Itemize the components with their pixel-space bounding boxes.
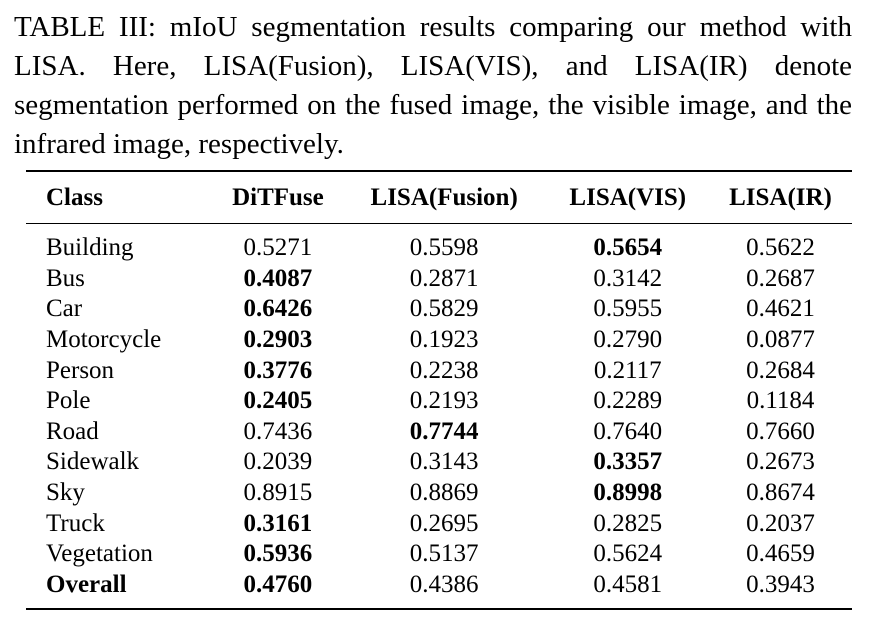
cell-lisa-ir: 0.7660 [746, 417, 815, 445]
cell-lisa-vis: 0.2117 [593, 356, 662, 384]
header-class: Class [46, 183, 103, 211]
cell-lisa-ir: 0.1184 [746, 387, 815, 415]
cell-lisa-fusion: 0.2871 [409, 264, 479, 292]
cell-lisa-vis: 0.4581 [593, 570, 663, 598]
cell-ditfuse: 0.3776 [243, 356, 313, 384]
cell-lisa-fusion: 0.2193 [409, 387, 479, 415]
cell-ditfuse: 0.5936 [243, 540, 313, 568]
cell-lisa-fusion: 0.5137 [409, 540, 479, 568]
cell-class: Bus [46, 264, 85, 292]
cell-lisa-vis: 0.5955 [593, 295, 663, 323]
cell-ditfuse: 0.5271 [243, 234, 313, 262]
table-body: Building 0.5271 0.5598 0.5654 0.5622 Bus 0.408… [26, 224, 852, 610]
cell-lisa-vis: 0.3142 [593, 264, 663, 292]
cell-lisa-vis: 0.2289 [593, 387, 663, 415]
cell-ditfuse: 0.2405 [243, 387, 313, 415]
cell-lisa-vis: 0.2790 [593, 326, 663, 354]
cell-lisa-ir: 0.8674 [746, 479, 815, 507]
cell-lisa-fusion: 0.2695 [409, 509, 479, 537]
cell-lisa-fusion: 0.3143 [409, 448, 479, 476]
cell-class: Pole [46, 387, 91, 415]
cell-lisa-fusion: 0.1923 [409, 326, 479, 354]
cell-lisa-ir: 0.2687 [746, 264, 815, 292]
results-table-container: Class DiTFuse LISA(Fusion) LISA(VIS) LIS… [26, 170, 852, 610]
header-lisa-fusion: LISA(Fusion) [370, 183, 518, 211]
table-row: Road 0.7436 0.7744 0.7640 0.7660 [26, 417, 852, 448]
cell-lisa-vis: 0.3357 [593, 448, 663, 476]
table-row: Sidewalk 0.2039 0.3143 0.3357 0.2673 [26, 447, 852, 478]
table-row: Building 0.5271 0.5598 0.5654 0.5622 [26, 224, 852, 264]
table-row: Pole 0.2405 0.2193 0.2289 0.1184 [26, 386, 852, 417]
table-row: Truck 0.3161 0.2695 0.2825 0.2037 [26, 508, 852, 539]
table-row: Overall 0.4760 0.4386 0.4581 0.3943 [26, 570, 852, 610]
table-header: Class DiTFuse LISA(Fusion) LISA(VIS) LIS… [26, 171, 852, 224]
header-row: Class DiTFuse LISA(Fusion) LISA(VIS) LIS… [26, 171, 852, 224]
cell-lisa-vis: 0.8998 [593, 479, 663, 507]
cell-lisa-fusion: 0.2238 [409, 356, 479, 384]
cell-ditfuse: 0.8915 [243, 479, 313, 507]
cell-class: Building [46, 234, 134, 262]
header-lisa-vis: LISA(VIS) [569, 183, 687, 211]
cell-ditfuse: 0.2903 [243, 326, 313, 354]
table-row: Bus 0.4087 0.2871 0.3142 0.2687 [26, 264, 852, 295]
table-row: Motorcycle 0.2903 0.1923 0.2790 0.0877 [26, 325, 852, 356]
table-row: Sky 0.8915 0.8869 0.8998 0.8674 [26, 478, 852, 509]
cell-lisa-fusion: 0.4386 [409, 570, 479, 598]
cell-class: Car [46, 295, 83, 323]
cell-lisa-vis: 0.2825 [593, 509, 663, 537]
cell-lisa-ir: 0.4621 [746, 295, 815, 323]
cell-lisa-vis: 0.5624 [593, 540, 663, 568]
table-caption: TABLE III: mIoU segmentation results com… [14, 11, 852, 160]
cell-class: Motorcycle [46, 326, 162, 354]
table-row: Person 0.3776 0.2238 0.2117 0.2684 [26, 355, 852, 386]
cell-lisa-ir: 0.3943 [746, 570, 815, 598]
cell-lisa-ir: 0.4659 [746, 540, 815, 568]
cell-class: Truck [46, 509, 105, 537]
cell-class: Sky [46, 479, 85, 507]
cell-lisa-ir: 0.2684 [746, 356, 815, 384]
cell-lisa-ir: 0.2673 [746, 448, 815, 476]
cell-lisa-vis: 0.7640 [593, 417, 663, 445]
table-row: Vegetation 0.5936 0.5137 0.5624 0.4659 [26, 539, 852, 570]
cell-class: Vegetation [46, 540, 153, 568]
header-lisa-ir: LISA(IR) [729, 183, 832, 211]
cell-ditfuse: 0.6426 [243, 295, 313, 323]
cell-ditfuse: 0.4087 [243, 264, 313, 292]
table-row: Car 0.6426 0.5829 0.5955 0.4621 [26, 294, 852, 325]
cell-class: Sidewalk [46, 448, 140, 476]
cell-class: Overall [46, 570, 127, 598]
cell-ditfuse: 0.3161 [243, 509, 313, 537]
cell-lisa-ir: 0.2037 [746, 509, 815, 537]
cell-class: Road [46, 417, 99, 445]
cell-lisa-fusion: 0.5598 [409, 234, 479, 262]
cell-lisa-fusion: 0.7744 [409, 417, 479, 445]
cell-ditfuse: 0.4760 [243, 570, 313, 598]
cell-lisa-fusion: 0.8869 [409, 479, 479, 507]
cell-lisa-ir: 0.0877 [746, 326, 815, 354]
cell-ditfuse: 0.7436 [243, 417, 313, 445]
cell-lisa-ir: 0.5622 [746, 234, 815, 262]
cell-lisa-vis: 0.5654 [593, 234, 663, 262]
cell-class: Person [46, 356, 115, 384]
cell-lisa-fusion: 0.5829 [409, 295, 479, 323]
cell-ditfuse: 0.2039 [243, 448, 313, 476]
results-table: Class DiTFuse LISA(Fusion) LISA(VIS) LIS… [26, 170, 852, 610]
header-ditfuse: DiTFuse [232, 183, 324, 211]
